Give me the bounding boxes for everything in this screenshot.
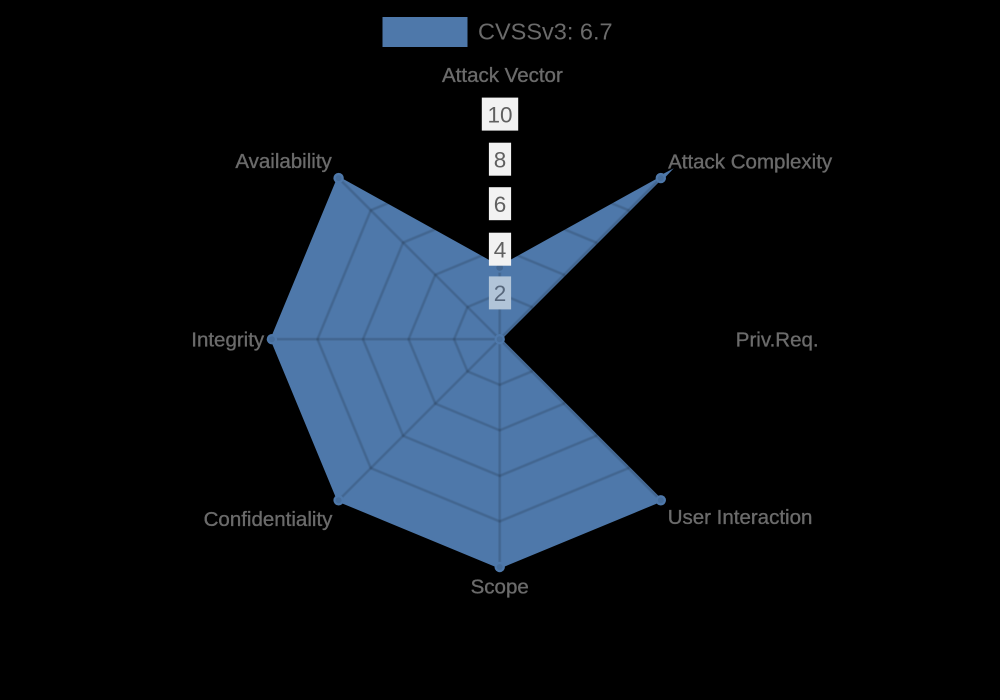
- svg-text:4: 4: [494, 237, 507, 262]
- svg-text:8: 8: [494, 147, 507, 172]
- svg-text:Confidentiality: Confidentiality: [204, 508, 334, 531]
- svg-text:Integrity: Integrity: [191, 329, 265, 352]
- svg-text:CVSSv3: 6.7: CVSSv3: 6.7: [478, 19, 613, 45]
- svg-text:2: 2: [494, 281, 507, 306]
- svg-text:6: 6: [494, 192, 507, 217]
- svg-text:Priv.Req.: Priv.Req.: [736, 329, 819, 352]
- svg-text:Attack Vector: Attack Vector: [442, 64, 563, 87]
- svg-text:Scope: Scope: [471, 576, 529, 599]
- svg-text:Attack Complexity: Attack Complexity: [668, 150, 833, 173]
- svg-text:User Interaction: User Interaction: [668, 506, 813, 529]
- svg-text:Availability: Availability: [235, 150, 332, 173]
- svg-text:10: 10: [487, 102, 512, 127]
